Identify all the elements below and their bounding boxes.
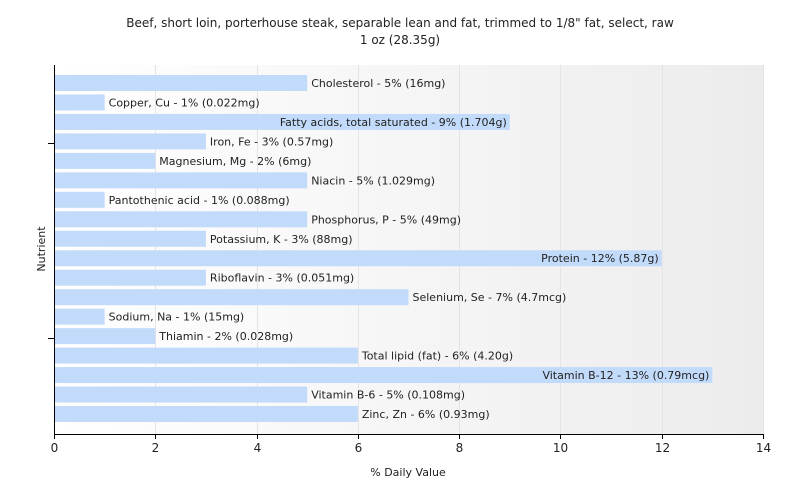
x-tick-label: 0 [51,441,59,455]
x-tick-label: 2 [152,441,160,455]
x-tick-label: 6 [355,441,363,455]
bar-data-label: Fatty acids, total saturated - 9% (1.704… [280,116,507,129]
chart-title: Beef, short loin, porterhouse steak, sep… [126,16,674,30]
bar [55,406,358,422]
bar [55,211,308,228]
bar-data-label: Vitamin B-6 - 5% (0.108mg) [311,389,465,402]
bar-data-label: Potassium, K - 3% (88mg) [210,233,353,246]
bar-data-label: Protein - 12% (5.87g) [541,252,659,265]
x-tick-label: 10 [553,441,568,455]
bar-data-label: Sodium, Na - 1% (15mg) [109,311,245,324]
bar [55,269,206,286]
bar-data-label: Magnesium, Mg - 2% (6mg) [159,155,311,168]
x-axis-label: % Daily Value [370,466,446,479]
bars: Cholesterol - 5% (16mg) Copper, Cu - 1% (… [55,75,713,422]
bar [55,75,308,91]
bar-data-label: Selenium, Se - 7% (4.7mcg) [413,291,567,304]
bar [55,386,308,403]
bar [55,133,206,150]
bar [55,113,510,130]
bar [55,367,713,384]
bar-data-label: Iron, Fe - 3% (0.57mg) [210,135,333,148]
bar-data-label: Total lipid (fat) - 6% (4.20g) [361,350,513,363]
bar [55,308,105,325]
y-axis-label: Nutrient [35,226,48,272]
bar-data-label: Niacin - 5% (1.029mg) [311,174,435,187]
bar [55,347,358,364]
bar-data-label: Copper, Cu - 1% (0.022mg) [109,96,260,109]
bar [55,250,662,267]
chart-subtitle: 1 oz (28.35g) [360,33,440,47]
bar [55,191,105,208]
bar-data-label: Pantothenic acid - 1% (0.088mg) [109,194,290,207]
x-tick-label: 8 [456,441,464,455]
bar [55,172,308,189]
bar-data-label: Riboflavin - 3% (0.051mg) [210,272,354,285]
x-tick-label: 14 [756,441,771,455]
bar [55,328,156,345]
bar-data-label: Phosphorus, P - 5% (49mg) [311,213,461,226]
axes: 0 2 4 6 8 10 12 14 [48,65,771,455]
bar-data-label: Thiamin - 2% (0.028mg) [158,330,293,343]
x-tick-label: 12 [655,441,670,455]
bar [55,152,156,169]
bar [55,94,105,111]
bar-data-label: Vitamin B-12 - 13% (0.79mcg) [542,369,709,382]
x-tick-label: 4 [254,441,262,455]
bar [55,289,409,306]
bar-data-label: Cholesterol - 5% (16mg) [311,77,445,90]
bar-data-label: Zinc, Zn - 6% (0.93mg) [362,408,490,421]
bar [55,230,206,247]
